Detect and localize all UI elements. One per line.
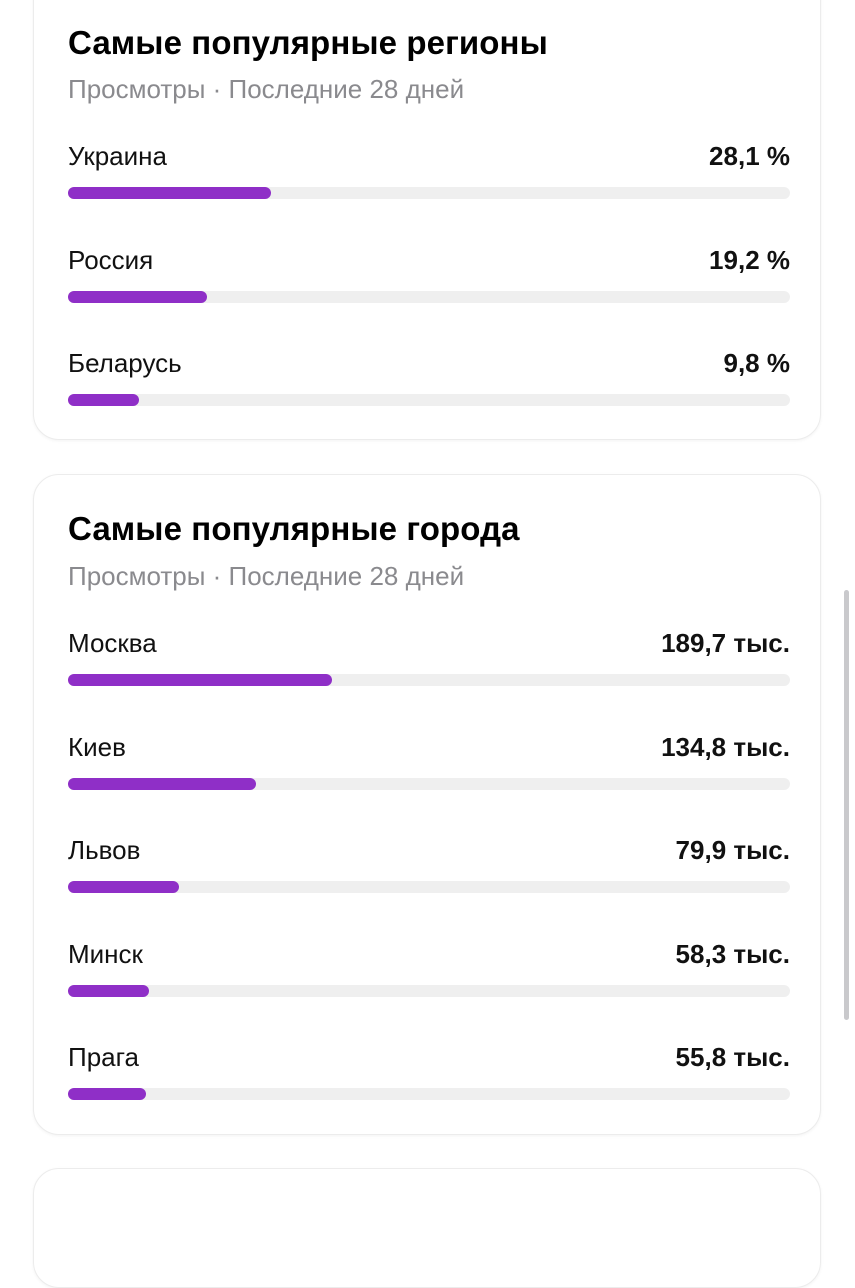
city-bar-track (68, 881, 790, 893)
city-label: Львов (68, 835, 141, 865)
region-label: Украина (68, 141, 167, 171)
city-value: 58,3 тыс. (675, 939, 790, 969)
city-bar-fill (68, 778, 256, 790)
city-bar-fill (68, 1088, 146, 1100)
city-bar-track (68, 778, 790, 790)
region-row: Украина 28,1 % (68, 141, 790, 201)
city-label: Киев (68, 732, 126, 762)
city-row: Минск 58,3 тыс. (68, 939, 790, 999)
top-cities-card: Самые популярные города Просмотры · Посл… (33, 474, 821, 1135)
city-value: 79,9 тыс. (675, 835, 790, 865)
region-bar-track (68, 394, 790, 406)
city-bar-track (68, 1088, 790, 1100)
city-bar-fill (68, 881, 180, 893)
city-label: Прага (68, 1042, 139, 1072)
regions-title: Самые популярные регионы (68, 24, 548, 61)
region-bar-fill (68, 291, 207, 303)
region-value: 19,2 % (709, 245, 790, 275)
next-card (33, 1168, 821, 1288)
city-bar-fill (68, 985, 149, 997)
city-bar-track (68, 985, 790, 997)
region-value: 9,8 % (723, 348, 791, 378)
city-bar-track (68, 674, 790, 686)
region-bar-track (68, 291, 790, 303)
city-row: Москва 189,7 тыс. (68, 628, 790, 688)
city-value: 55,8 тыс. (675, 1042, 790, 1072)
top-regions-card: Самые популярные регионы Просмотры · Пос… (33, 0, 821, 440)
region-label: Беларусь (68, 348, 182, 378)
city-value: 134,8 тыс. (661, 732, 790, 762)
cities-subtitle: Просмотры · Последние 28 дней (68, 561, 465, 591)
region-value: 28,1 % (709, 141, 790, 171)
city-label: Москва (68, 628, 157, 658)
city-row: Львов 79,9 тыс. (68, 835, 790, 895)
scrollbar[interactable] (844, 590, 849, 1020)
cities-title: Самые популярные города (68, 510, 520, 547)
region-label: Россия (68, 245, 154, 275)
regions-subtitle: Просмотры · Последние 28 дней (68, 74, 465, 104)
region-row: Беларусь 9,8 % (68, 348, 790, 408)
city-label: Минск (68, 939, 143, 969)
city-row: Прага 55,8 тыс. (68, 1042, 790, 1102)
city-row: Киев 134,8 тыс. (68, 732, 790, 792)
city-bar-fill (68, 674, 332, 686)
region-row: Россия 19,2 % (68, 245, 790, 305)
region-bar-track (68, 187, 790, 199)
region-bar-fill (68, 187, 271, 199)
region-bar-fill (68, 394, 139, 406)
city-value: 189,7 тыс. (661, 628, 790, 658)
